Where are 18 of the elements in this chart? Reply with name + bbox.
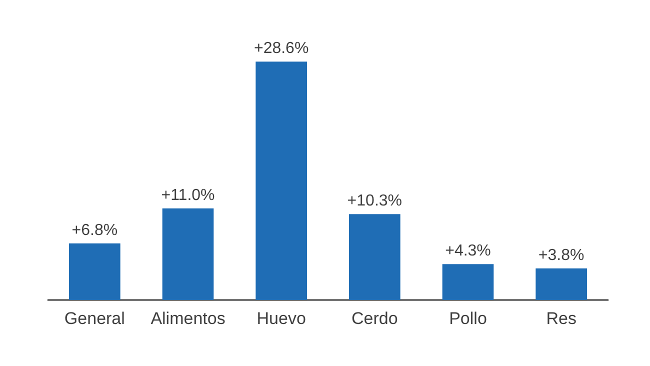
data-label: +6.8% xyxy=(72,222,118,239)
bar xyxy=(69,243,120,300)
x-tick-label: General xyxy=(64,309,125,328)
bar xyxy=(349,214,400,300)
bar xyxy=(536,268,587,300)
x-tick-label: Alimentos xyxy=(150,309,226,328)
x-tick-label: Cerdo xyxy=(352,309,398,328)
data-label: +10.3% xyxy=(347,192,402,210)
data-label: +11.0% xyxy=(161,186,215,204)
x-tick-label: Res xyxy=(546,309,576,328)
data-label: +28.6% xyxy=(254,40,309,58)
data-label: +3.8% xyxy=(538,246,584,264)
bar xyxy=(442,264,494,300)
data-label: +4.3% xyxy=(445,242,491,260)
bar xyxy=(162,208,214,300)
x-tick-label: Huevo xyxy=(256,309,306,328)
bar xyxy=(256,62,307,300)
x-tick-label: Pollo xyxy=(449,309,487,328)
